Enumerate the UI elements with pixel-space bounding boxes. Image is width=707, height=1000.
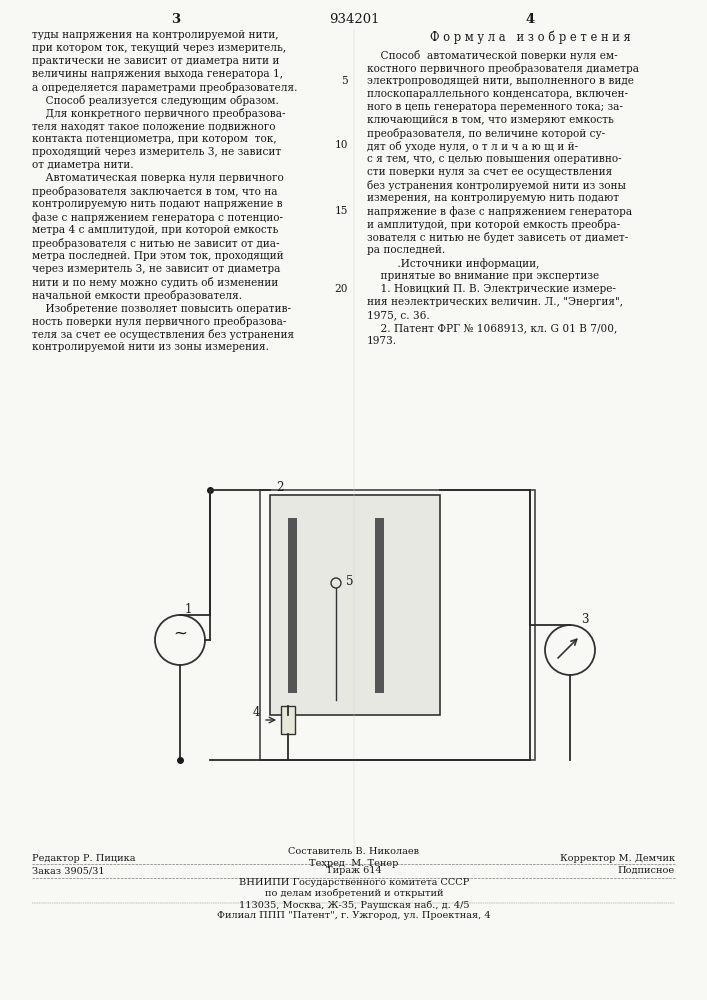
Text: Подписное: Подписное — [618, 866, 675, 875]
Text: электропроводящей нити, выполненного в виде: электропроводящей нити, выполненного в в… — [367, 76, 634, 86]
Text: ния неэлектрических величин. Л., "Энергия",: ния неэлектрических величин. Л., "Энерги… — [367, 297, 623, 307]
Text: Ф о р м у л а   и з о б р е т е н и я: Ф о р м у л а и з о б р е т е н и я — [430, 30, 631, 43]
Text: напряжение в фазе с напряжением генератора: напряжение в фазе с напряжением генерато… — [367, 206, 632, 217]
Text: 4: 4 — [252, 706, 259, 719]
Text: .Источники информации,: .Источники информации, — [367, 258, 539, 269]
Text: Редактор Р. Пицика: Редактор Р. Пицика — [32, 854, 136, 863]
Text: 934201: 934201 — [329, 13, 379, 26]
Text: ключающийся в том, что измеряют емкость: ключающийся в том, что измеряют емкость — [367, 115, 614, 125]
Text: Для конкретного первичного преобразова-: Для конкретного первичного преобразова- — [32, 108, 286, 119]
Bar — [281, 706, 295, 734]
Text: начальной емкости преобразователя.: начальной емкости преобразователя. — [32, 290, 242, 301]
Text: измерения, на контролируемую нить подают: измерения, на контролируемую нить подают — [367, 193, 619, 203]
Text: нити и по нему можно судить об изменении: нити и по нему можно судить об изменении — [32, 277, 279, 288]
Text: 1: 1 — [185, 603, 192, 616]
Text: ВНИИПИ Государственного комитета СССР: ВНИИПИ Государственного комитета СССР — [239, 878, 469, 887]
Text: ного в цепь генератора переменного тока; за-: ного в цепь генератора переменного тока;… — [367, 102, 623, 112]
Bar — [260, 490, 535, 760]
Text: сти поверки нуля за счет ее осуществления: сти поверки нуля за счет ее осуществлени… — [367, 167, 612, 177]
Text: туды напряжения на контролируемой нити,: туды напряжения на контролируемой нити, — [32, 30, 279, 40]
Text: 4: 4 — [525, 13, 534, 26]
Text: и амплитудой, при которой емкость преобра-: и амплитудой, при которой емкость преобр… — [367, 219, 620, 230]
Text: Тираж 614: Тираж 614 — [326, 866, 382, 875]
Text: 10: 10 — [334, 140, 348, 150]
Text: величины напряжения выхода генератора 1,: величины напряжения выхода генератора 1, — [32, 69, 283, 79]
Text: теля находят такое положение подвижного: теля находят такое положение подвижного — [32, 121, 276, 131]
Text: метра 4 с амплитудой, при которой емкость: метра 4 с амплитудой, при которой емкост… — [32, 225, 279, 235]
Text: с я тем, что, с целью повышения оперативно-: с я тем, что, с целью повышения оператив… — [367, 154, 621, 164]
Text: 5: 5 — [346, 575, 354, 588]
Text: плоскопараллельного конденсатора, включен-: плоскопараллельного конденсатора, включе… — [367, 89, 628, 99]
Text: по делам изобретений и открытий: по делам изобретений и открытий — [264, 889, 443, 898]
Text: 20: 20 — [334, 284, 348, 294]
Text: 2: 2 — [276, 481, 284, 494]
Text: а определяется параметрами преобразователя.: а определяется параметрами преобразовате… — [32, 82, 298, 93]
Text: 3: 3 — [171, 13, 180, 26]
Text: 5: 5 — [341, 76, 348, 86]
Text: 15: 15 — [334, 206, 348, 216]
Text: практически не зависит от диаметра нити и: практически не зависит от диаметра нити … — [32, 56, 279, 66]
Text: преобразователя заключается в том, что на: преобразователя заключается в том, что н… — [32, 186, 278, 197]
Bar — [288, 518, 297, 692]
Text: от диаметра нити.: от диаметра нити. — [32, 160, 134, 170]
Text: костного первичного преобразователя диаметра: костного первичного преобразователя диам… — [367, 63, 639, 74]
Bar — [375, 518, 384, 692]
Text: Изобретение позволяет повысить оператив-: Изобретение позволяет повысить оператив- — [32, 303, 291, 314]
Text: метра последней. При этом ток, проходящий: метра последней. При этом ток, проходящи… — [32, 251, 284, 261]
Text: зователя с нитью не будет зависеть от диамет-: зователя с нитью не будет зависеть от ди… — [367, 232, 629, 243]
Text: ность поверки нуля первичного преобразова-: ность поверки нуля первичного преобразов… — [32, 316, 286, 327]
Text: преобразователя, по величине которой су-: преобразователя, по величине которой су- — [367, 128, 605, 139]
Text: через измеритель 3, не зависит от диаметра: через измеритель 3, не зависит от диамет… — [32, 264, 281, 274]
Text: без устранения контролируемой нити из зоны: без устранения контролируемой нити из зо… — [367, 180, 626, 191]
Text: Способ  автоматической поверки нуля ем-: Способ автоматической поверки нуля ем- — [367, 50, 618, 61]
Text: контролируемую нить подают напряжение в: контролируемую нить подают напряжение в — [32, 199, 283, 209]
Text: 1973.: 1973. — [367, 336, 397, 346]
Text: ~: ~ — [173, 625, 187, 643]
Text: 1975, с. 36.: 1975, с. 36. — [367, 310, 430, 320]
Text: дят об уходе нуля, о т л и ч а ю щ и й-: дят об уходе нуля, о т л и ч а ю щ и й- — [367, 141, 578, 152]
Text: теля за счет ее осуществления без устранения: теля за счет ее осуществления без устран… — [32, 329, 294, 340]
Text: преобразователя с нитью не зависит от диа-: преобразователя с нитью не зависит от ди… — [32, 238, 279, 249]
Text: Заказ 3905/31: Заказ 3905/31 — [32, 866, 105, 875]
Bar — [270, 495, 440, 715]
Text: контролируемой нити из зоны измерения.: контролируемой нити из зоны измерения. — [32, 342, 269, 352]
Text: контакта потенциометра, при котором  ток,: контакта потенциометра, при котором ток, — [32, 134, 276, 144]
Text: Автоматическая поверка нуля первичного: Автоматическая поверка нуля первичного — [32, 173, 284, 183]
Text: проходящий через измеритель 3, не зависит: проходящий через измеритель 3, не зависи… — [32, 147, 281, 157]
Text: 3: 3 — [581, 613, 589, 626]
Text: ра последней.: ра последней. — [367, 245, 445, 255]
Text: 2. Патент ФРГ № 1068913, кл. G 01 B 7/00,: 2. Патент ФРГ № 1068913, кл. G 01 B 7/00… — [367, 323, 617, 333]
Text: 113035, Москва, Ж-35, Раушская наб., д. 4/5: 113035, Москва, Ж-35, Раушская наб., д. … — [239, 900, 469, 910]
Text: Корректор М. Демчик: Корректор М. Демчик — [560, 854, 675, 863]
Text: Филиал ППП "Патент", г. Ужгород, ул. Проектная, 4: Филиал ППП "Патент", г. Ужгород, ул. Про… — [217, 911, 491, 920]
Text: принятые во внимание при экспертизе: принятые во внимание при экспертизе — [367, 271, 599, 281]
Text: Способ реализуется следующим образом.: Способ реализуется следующим образом. — [32, 95, 279, 106]
Text: при котором ток, текущий через измеритель,: при котором ток, текущий через измерител… — [32, 43, 286, 53]
Text: фазе с напряжением генератора с потенцио-: фазе с напряжением генератора с потенцио… — [32, 212, 283, 223]
Text: 1. Новицкий П. В. Электрические измере-: 1. Новицкий П. В. Электрические измере- — [367, 284, 616, 294]
Text: Составитель В. Николаев: Составитель В. Николаев — [288, 847, 419, 856]
Text: Техред  М. Тенер: Техред М. Тенер — [310, 859, 399, 868]
